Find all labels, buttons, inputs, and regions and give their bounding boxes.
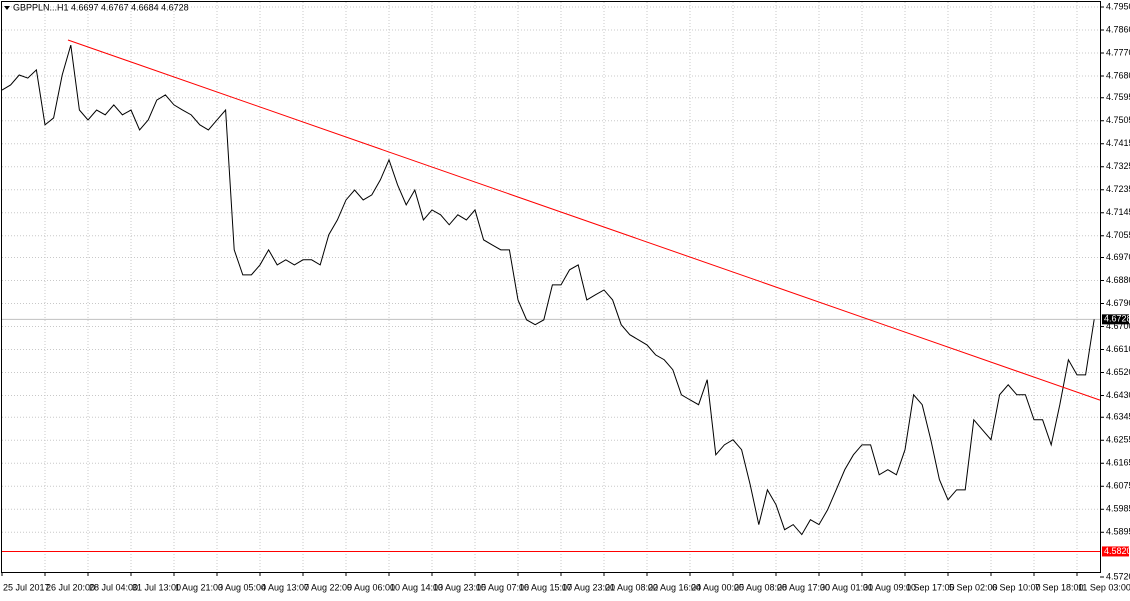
y-tick-label: 4.6255: [1106, 435, 1130, 445]
x-tick-label: 11 Sep 03:00: [1078, 582, 1130, 592]
x-tick-label: 25 Jul 2017: [3, 582, 50, 592]
last-price-box: [1102, 314, 1129, 325]
menu-arrow[interactable]: [4, 6, 10, 10]
y-tick-label: 4.6075: [1106, 481, 1130, 491]
x-tick-label: 5 Sep 02:00: [949, 582, 998, 592]
x-tick-label: 26 Jul 20:00: [46, 582, 95, 592]
price-line: [1, 44, 1095, 536]
x-tick-label: 17 Aug 23:00: [562, 582, 615, 592]
x-tick-label: 1 Aug 21:00: [175, 582, 223, 592]
y-tick-label: 4.6700: [1106, 321, 1130, 331]
x-tick-label: 16 Aug 15:00: [519, 582, 572, 592]
x-tick-label: 3 Aug 05:00: [218, 582, 266, 592]
x-tick-label: 9 Aug 06:00: [347, 582, 395, 592]
level-label: 4.5820: [1104, 546, 1130, 556]
y-tick-label: 4.6165: [1106, 458, 1130, 468]
y-tick-label: 4.7055: [1106, 230, 1130, 240]
y-tick-label: 4.7770: [1106, 47, 1130, 57]
y-tick-label: 4.7505: [1106, 115, 1130, 125]
x-tick-label: 28 Jul 04:00: [89, 582, 138, 592]
x-tick-label: 1 Sep 17:00: [906, 582, 955, 592]
x-tick-label: 10 Aug 14:00: [390, 582, 443, 592]
y-tick-label: 4.6880: [1106, 275, 1130, 285]
y-tick-label: 4.6610: [1106, 344, 1130, 354]
y-tick-label: 4.7595: [1106, 92, 1130, 102]
y-tick-label: 4.7325: [1106, 161, 1130, 171]
x-tick-label: 25 Aug 08:00: [734, 582, 787, 592]
chart-title: GBPPLN...H1 4.6697 4.6767 4.6684 4.6728: [13, 2, 189, 12]
x-tick-label: 7 Aug 22:00: [304, 582, 352, 592]
x-tick-label: 21 Aug 08:00: [605, 582, 658, 592]
y-tick-label: 4.6430: [1106, 390, 1130, 400]
y-tick-label: 4.6790: [1106, 298, 1130, 308]
grid-layer: [2, 2, 1100, 572]
y-tick-label: 4.7950: [1106, 1, 1130, 11]
x-tick-label: 31 Jul 13:00: [132, 582, 181, 592]
x-tick-label: 15 Aug 07:00: [476, 582, 529, 592]
y-tick-label: 4.7145: [1106, 207, 1130, 217]
y-tick-label: 4.6345: [1106, 412, 1130, 422]
y-tick-label: 4.5985: [1106, 504, 1130, 514]
x-tick-label: 31 Aug 09:00: [863, 582, 916, 592]
x-tick-label: 13 Aug 23:00: [433, 582, 486, 592]
x-tick-label: 6 Sep 10:00: [992, 582, 1041, 592]
x-tick-label: 7 Sep 18:00: [1035, 582, 1084, 592]
plot-frame: [1, 1, 1101, 573]
x-tick-label: 30 Aug 01:00: [820, 582, 873, 592]
y-tick-label: 4.7235: [1106, 184, 1130, 194]
y-tick-label: 4.6970: [1106, 252, 1130, 262]
y-tick-label: 4.7860: [1106, 24, 1130, 34]
y-tick-label: 4.7415: [1106, 138, 1130, 148]
x-tick-label: 4 Aug 13:00: [261, 582, 309, 592]
last-price-label: 4.6728: [1104, 314, 1130, 324]
x-tick-label: 22 Aug 16:00: [648, 582, 701, 592]
y-tick-label: 4.5895: [1106, 527, 1130, 537]
x-tick-label: 28 Aug 17:00: [777, 582, 830, 592]
y-tick-label: 4.5720: [1106, 571, 1130, 581]
y-tick-label: 4.6520: [1106, 367, 1130, 377]
x-tick-label: 24 Aug 00:00: [691, 582, 744, 592]
trend-line: [67, 39, 1101, 401]
y-tick-label: 4.7680: [1106, 70, 1130, 80]
level-label-box: [1102, 546, 1129, 557]
